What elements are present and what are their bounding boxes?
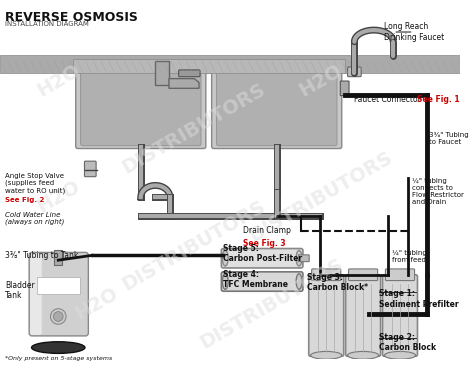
FancyBboxPatch shape (217, 72, 337, 146)
Text: ¼" tubing
from feed: ¼" tubing from feed (392, 250, 427, 264)
Text: Drain Clamp: Drain Clamp (243, 226, 291, 246)
Text: H2O: H2O (33, 177, 83, 217)
Text: H2O: H2O (33, 61, 83, 101)
FancyBboxPatch shape (311, 269, 341, 280)
FancyBboxPatch shape (179, 70, 200, 77)
FancyBboxPatch shape (340, 81, 349, 96)
FancyBboxPatch shape (346, 275, 381, 356)
FancyBboxPatch shape (383, 275, 418, 356)
Text: Stage 1:
Sediment Prefilter: Stage 1: Sediment Prefilter (379, 289, 458, 309)
Text: *Only present on 5-stage systems: *Only present on 5-stage systems (5, 356, 112, 361)
Ellipse shape (222, 250, 228, 266)
Text: Cold Water Line
(always on right): Cold Water Line (always on right) (5, 212, 64, 225)
Text: H2O: H2O (72, 284, 122, 324)
Text: Faucet Connector: Faucet Connector (355, 95, 424, 105)
Ellipse shape (296, 250, 302, 266)
FancyBboxPatch shape (30, 253, 42, 335)
Ellipse shape (347, 352, 379, 359)
FancyBboxPatch shape (37, 277, 80, 294)
FancyBboxPatch shape (385, 269, 415, 280)
Text: 3⅜" Tubing to Tank: 3⅜" Tubing to Tank (5, 251, 78, 260)
FancyBboxPatch shape (81, 72, 201, 146)
Text: Stage 2:
Carbon Block: Stage 2: Carbon Block (379, 333, 436, 352)
Text: INSTALLATION DIAGRAM: INSTALLATION DIAGRAM (5, 21, 89, 27)
FancyBboxPatch shape (347, 67, 361, 77)
Text: ¼" tubing
connects to
Flow Restrictor
and Drain: ¼" tubing connects to Flow Restrictor an… (411, 178, 464, 205)
Text: Stage 4:
TFC Membrane: Stage 4: TFC Membrane (223, 270, 288, 289)
FancyBboxPatch shape (155, 61, 169, 86)
Text: Bladder
Tank: Bladder Tank (5, 280, 35, 300)
FancyBboxPatch shape (348, 269, 378, 280)
Text: Long Reach
Drinking Faucet: Long Reach Drinking Faucet (383, 22, 444, 42)
Text: DISTRIBUTORS: DISTRIBUTORS (119, 197, 269, 294)
Ellipse shape (384, 352, 416, 359)
FancyBboxPatch shape (299, 255, 309, 262)
FancyBboxPatch shape (309, 275, 344, 356)
FancyBboxPatch shape (221, 272, 303, 291)
FancyBboxPatch shape (212, 67, 342, 149)
Ellipse shape (32, 342, 85, 353)
Text: Stage 3:
Carbon Block*: Stage 3: Carbon Block* (307, 273, 368, 292)
FancyBboxPatch shape (73, 59, 345, 73)
Ellipse shape (222, 274, 228, 289)
Circle shape (51, 309, 66, 324)
Text: See Fig. 1: See Fig. 1 (417, 95, 459, 105)
Ellipse shape (296, 274, 302, 289)
Text: REVERSE OSMOSIS: REVERSE OSMOSIS (5, 11, 138, 23)
Text: 3⅜" Tubing
to Faucet: 3⅜" Tubing to Faucet (429, 132, 469, 145)
Ellipse shape (310, 352, 342, 359)
FancyBboxPatch shape (0, 55, 460, 73)
Text: DISTRIBUTORS: DISTRIBUTORS (197, 255, 347, 353)
Text: H2O: H2O (295, 61, 345, 101)
Text: DISTRIBUTORS: DISTRIBUTORS (246, 148, 395, 246)
Text: DISTRIBUTORS: DISTRIBUTORS (119, 80, 269, 178)
Text: See Fig. 3: See Fig. 3 (243, 239, 285, 248)
FancyBboxPatch shape (84, 161, 96, 177)
Text: Stage 5:
Carbon Post-Filter: Stage 5: Carbon Post-Filter (223, 244, 302, 263)
Circle shape (54, 312, 63, 321)
Text: See Fig. 2: See Fig. 2 (5, 197, 44, 203)
FancyBboxPatch shape (55, 250, 62, 265)
FancyBboxPatch shape (29, 252, 88, 336)
FancyBboxPatch shape (76, 67, 206, 149)
FancyBboxPatch shape (221, 248, 303, 268)
Polygon shape (169, 79, 199, 88)
Text: Angle Stop Valve
(supplies feed
water to RO unit): Angle Stop Valve (supplies feed water to… (5, 173, 65, 201)
